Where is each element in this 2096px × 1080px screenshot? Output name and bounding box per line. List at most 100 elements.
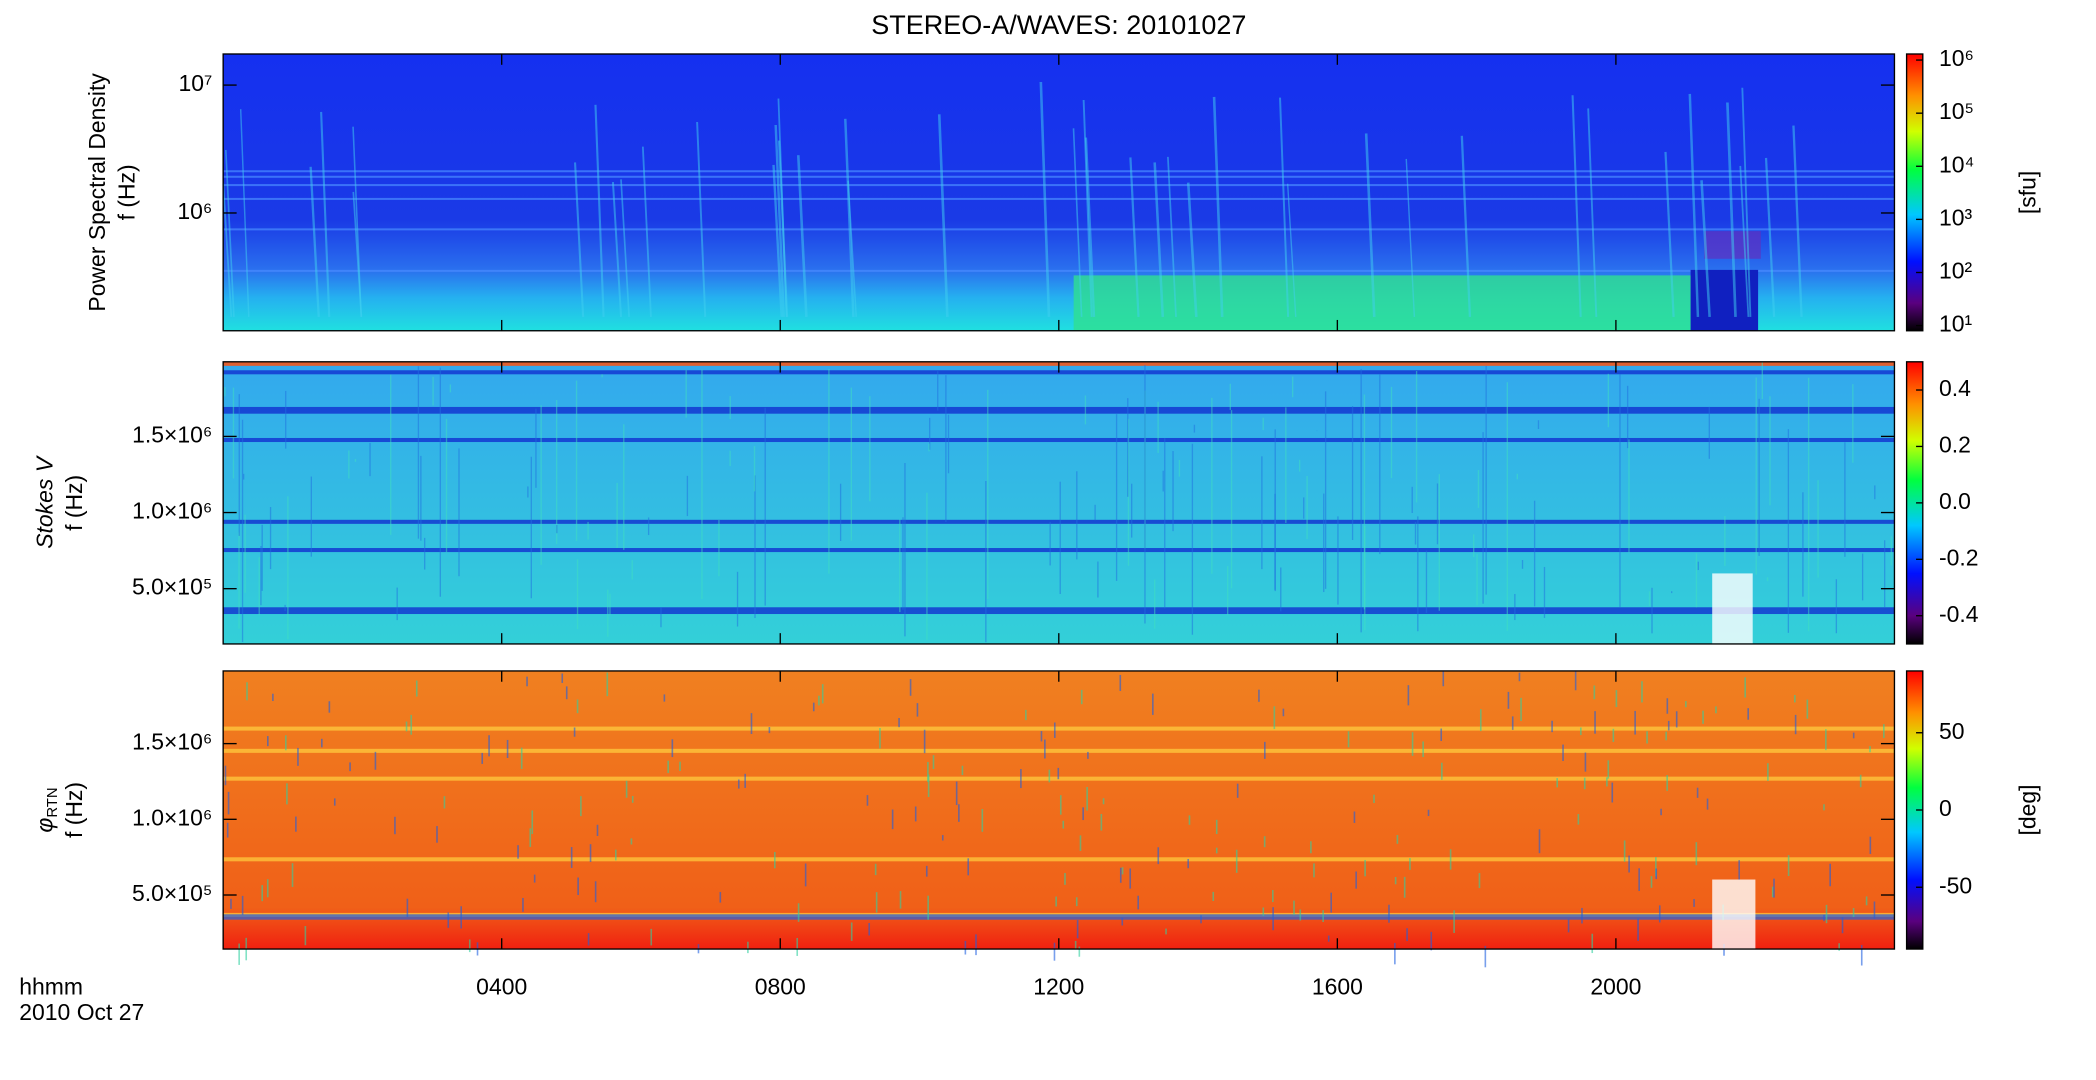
y-axis-label-text: Stokes V xyxy=(31,454,57,548)
colorbar-tick-label: -50 xyxy=(1939,872,1972,898)
spectrogram-image xyxy=(223,361,1895,644)
y-axis-label: f (Hz) xyxy=(61,782,87,838)
colorbar-label: [deg] xyxy=(2015,784,2041,835)
y-tick-label: 5.0×10⁵ xyxy=(132,574,212,600)
spectrogram-burst xyxy=(1279,97,1290,317)
spectrogram-stripe xyxy=(223,269,1895,272)
spectrogram-burst xyxy=(774,124,785,317)
spectrogram-burst xyxy=(1764,157,1776,317)
spectrogram-burst xyxy=(320,111,331,317)
spectrogram-burst xyxy=(937,114,949,317)
spectrogram-stripe xyxy=(223,170,1895,173)
x-axis-label: 2010 Oct 27 xyxy=(19,999,144,1025)
spectrogram-burst xyxy=(309,166,320,317)
spectrogram-background xyxy=(223,361,1895,644)
spectrogram-gap xyxy=(1712,573,1753,644)
spectrogram-burst xyxy=(777,140,789,317)
y-axis-label: Power Spectral Density xyxy=(84,73,110,312)
spectrogram-burst xyxy=(1460,135,1472,317)
spectrogram-burst xyxy=(1212,96,1224,317)
x-tick-label: 1600 xyxy=(1312,973,1363,999)
y-tick-label: 1.0×10⁶ xyxy=(132,804,212,830)
spectrogram-burst xyxy=(1186,182,1198,317)
spectrogram-image xyxy=(222,54,1895,331)
spectrogram-stripe xyxy=(223,519,1895,524)
colorbar-tick-label: 0.2 xyxy=(1939,432,1971,458)
spectrogram-burst xyxy=(1688,93,1700,317)
y-tick-label: 1.0×10⁶ xyxy=(132,498,212,524)
y-tick-label: 1.5×10⁶ xyxy=(132,421,212,447)
spectrogram-burst xyxy=(1082,99,1093,317)
y-axis-label: Stokes V xyxy=(31,454,57,548)
y-axis-label: f (Hz) xyxy=(61,475,87,531)
x-tick-label: 1200 xyxy=(1033,973,1084,999)
spectrogram-burst xyxy=(847,180,857,317)
x-tick-label: 2000 xyxy=(1590,973,1641,999)
spectrogram-burst xyxy=(844,118,855,317)
spectrogram-burst xyxy=(1726,102,1737,317)
chart-title: STEREO-A/WAVES: 20101027 xyxy=(871,10,1246,40)
spectrogram-burst xyxy=(1792,125,1803,317)
spectrogram-burst xyxy=(641,146,652,317)
spectrogram-burst xyxy=(772,164,783,317)
spectrogram-burst xyxy=(1167,156,1177,317)
spectrogram-burst xyxy=(1664,151,1675,317)
spectrogram-background xyxy=(223,670,1895,950)
spectrogram-burst xyxy=(1700,180,1711,317)
colorbar-tick-label: 0.4 xyxy=(1939,375,1971,401)
spectrogram-stripe xyxy=(223,726,1895,731)
colorbar-tick-label: 0 xyxy=(1939,795,1952,821)
colorbar-tick-label: -0.2 xyxy=(1939,544,1979,570)
spectrogram-patch xyxy=(1073,275,1695,331)
spectrogram-burst xyxy=(594,104,605,317)
spectrogram-stripe xyxy=(223,748,1895,753)
colorbar-tick-label: 10³ xyxy=(1939,204,1973,230)
colorbar-tick-label: 10⁵ xyxy=(1939,98,1974,124)
colorbar-tick-label: 10² xyxy=(1939,258,1973,284)
y-axis-label-text: Power Spectral Density xyxy=(84,73,110,312)
spectrogram-burst xyxy=(696,121,707,317)
x-tick-label: 0800 xyxy=(755,973,806,999)
spectrogram-burst xyxy=(1364,133,1376,317)
colorbar-tick-label: 10¹ xyxy=(1939,311,1973,337)
colorbar-tick-label: -0.4 xyxy=(1939,601,1979,627)
x-tick-label: 0400 xyxy=(476,973,527,999)
spectrogram-burst xyxy=(224,149,235,317)
spectrogram-burst xyxy=(796,155,808,317)
y-tick-label: 10⁷ xyxy=(179,70,213,96)
spectrogram-stripe xyxy=(223,406,1895,414)
y-tick-label: 5.0×10⁵ xyxy=(132,880,212,906)
spectrogram-burst xyxy=(1405,158,1416,317)
spectrogram-stripe xyxy=(223,197,1895,200)
spectrogram-stripe xyxy=(223,857,1895,862)
spectrogram-burst xyxy=(352,191,363,317)
colorbar-tick-label: 0.0 xyxy=(1939,488,1971,514)
spectrogram-burst xyxy=(574,162,585,317)
spectrogram-stripe xyxy=(223,184,1895,187)
spectrogram-gap xyxy=(1712,879,1756,950)
spectrogram-stripe xyxy=(223,607,1895,615)
spectrogram-burst xyxy=(1129,157,1140,317)
spectrogram-burst xyxy=(620,179,630,317)
spectrogram-burst xyxy=(222,183,233,317)
spectrogram-stripe xyxy=(223,548,1895,553)
colorbar-tick-label: 10⁴ xyxy=(1939,151,1974,177)
y-axis-label-text: φ xyxy=(31,818,57,833)
y-tick-label: 1.5×10⁶ xyxy=(132,729,212,755)
spectrogram-burst xyxy=(239,109,250,317)
y-tick-label: 10⁶ xyxy=(177,198,212,224)
spectrogram-burst xyxy=(1571,95,1582,317)
spectrogram-burst xyxy=(1741,87,1752,317)
spectrogram-burst xyxy=(611,181,623,317)
spectrogram-burst xyxy=(1153,162,1165,317)
spectrogram-stripe xyxy=(223,175,1895,178)
colorbar-label: [sfu] xyxy=(2015,171,2041,214)
spectrogram-image xyxy=(223,670,1895,968)
spectrogram-stripe xyxy=(223,437,1895,443)
spectrogram-stripe xyxy=(223,228,1895,231)
spectrogram-burst xyxy=(1039,81,1051,317)
y-axis-label-sub: RTN xyxy=(45,787,61,817)
spectrogram-burst xyxy=(1286,183,1297,317)
